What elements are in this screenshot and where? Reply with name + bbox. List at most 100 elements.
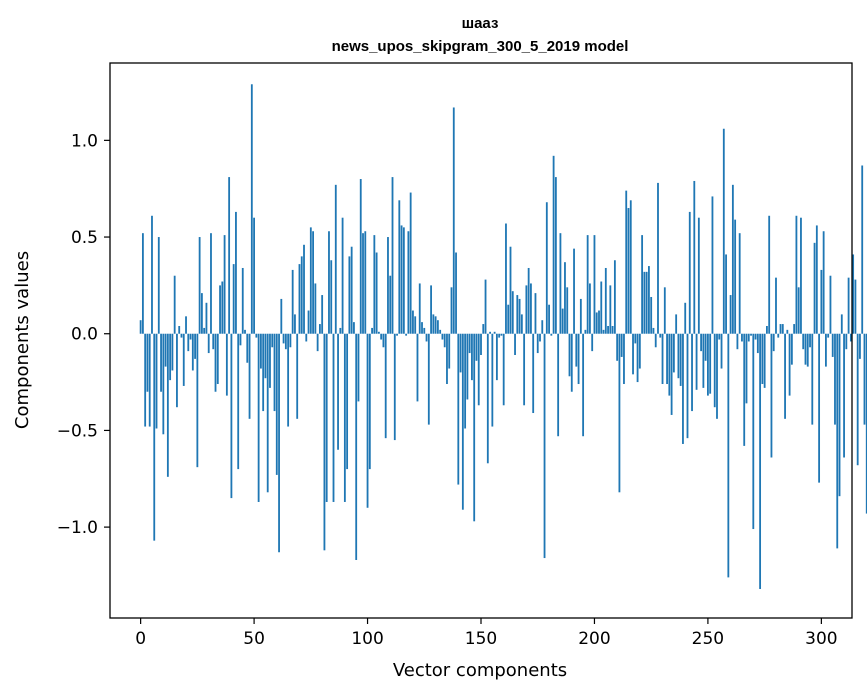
y-tick-label: 1.0 — [71, 131, 98, 151]
bar-305 — [831, 333, 834, 357]
bar-307 — [836, 333, 839, 549]
bar-81 — [323, 333, 326, 551]
bars-group — [139, 84, 867, 589]
bar-304 — [829, 275, 832, 334]
bar-269 — [750, 333, 752, 336]
bar-178 — [543, 333, 546, 559]
bar-135 — [446, 333, 448, 385]
bar-83 — [328, 231, 330, 334]
bar-238 — [679, 333, 682, 386]
bar-66 — [289, 333, 292, 348]
bar-230 — [661, 333, 664, 385]
bar-224 — [648, 266, 650, 334]
bar-98 — [362, 233, 364, 334]
bar-32 — [212, 333, 215, 350]
bar-0 — [139, 320, 142, 334]
bar-146 — [471, 333, 473, 381]
y-axis-ticks: −1.0 −0.5 0.0 0.5 1.0 — [57, 131, 110, 538]
bar-193 — [577, 333, 580, 385]
bar-250 — [707, 333, 709, 396]
y-axis-label: Components values — [12, 251, 33, 429]
bar-72 — [303, 244, 305, 334]
bar-67 — [291, 269, 294, 334]
bar-88 — [339, 327, 342, 334]
bar-14 — [171, 333, 174, 371]
bar-101 — [368, 333, 371, 470]
x-tick-label: 300 — [805, 629, 837, 649]
bar-12 — [166, 333, 169, 477]
bar-192 — [575, 333, 578, 367]
bar-319 — [863, 333, 866, 425]
bar-133 — [441, 333, 444, 340]
bar-242 — [688, 211, 691, 334]
bar-78 — [316, 333, 319, 352]
bar-190 — [570, 333, 573, 392]
bar-68 — [294, 314, 296, 334]
bar-54 — [262, 333, 265, 412]
bar-73 — [305, 333, 308, 342]
bar-210 — [616, 333, 619, 361]
bar-57 — [269, 333, 271, 388]
bar-69 — [296, 333, 299, 419]
bar-127 — [427, 333, 430, 425]
bar-221 — [641, 235, 644, 334]
x-tick-label: 150 — [465, 629, 497, 649]
bar-278 — [770, 333, 773, 458]
bar-203 — [600, 281, 603, 334]
bar-234 — [670, 333, 673, 415]
bar-2 — [144, 333, 147, 427]
bar-86 — [334, 184, 337, 334]
bar-143 — [464, 333, 467, 429]
bar-302 — [825, 333, 827, 367]
bar-134 — [443, 333, 446, 348]
bar-257 — [722, 128, 725, 334]
bar-184 — [557, 333, 560, 437]
bar-129 — [432, 314, 435, 334]
bar-277 — [768, 215, 771, 334]
bar-30 — [207, 333, 210, 354]
bar-49 — [250, 84, 253, 334]
bar-209 — [613, 260, 616, 334]
y-tick-label: −1.0 — [57, 518, 98, 538]
bar-126 — [425, 333, 428, 342]
bar-315 — [854, 279, 857, 334]
bar-115 — [400, 225, 403, 334]
bar-21 — [187, 333, 190, 352]
bar-256 — [720, 333, 723, 369]
bar-59 — [273, 333, 276, 412]
bar-320 — [865, 333, 867, 514]
bar-148 — [475, 333, 478, 361]
bar-284 — [784, 333, 786, 419]
bar-61 — [278, 333, 280, 553]
bar-280 — [775, 277, 777, 334]
bar-156 — [493, 331, 496, 334]
bar-52 — [257, 333, 260, 502]
bar-4 — [148, 333, 151, 427]
bar-264 — [738, 233, 741, 334]
bar-162 — [507, 304, 510, 334]
bar-120 — [412, 310, 414, 334]
bar-113 — [396, 333, 398, 336]
bar-213 — [623, 333, 625, 385]
bar-7 — [155, 333, 158, 429]
bar-19 — [182, 333, 185, 386]
bar-297 — [813, 242, 816, 334]
bar-262 — [734, 219, 737, 334]
bar-71 — [300, 256, 303, 334]
bar-175 — [536, 333, 539, 354]
bar-3 — [146, 333, 149, 392]
bar-63 — [282, 333, 285, 344]
bar-17 — [178, 326, 181, 334]
x-tick-label: 50 — [243, 629, 265, 649]
bar-263 — [736, 333, 739, 350]
bar-79 — [318, 324, 321, 334]
bar-166 — [516, 295, 519, 334]
bar-306 — [834, 333, 836, 425]
bar-177 — [541, 320, 544, 334]
bar-130 — [434, 316, 437, 334]
bar-285 — [786, 329, 789, 334]
bar-139 — [455, 252, 457, 334]
bar-44 — [239, 333, 242, 346]
bar-104 — [375, 252, 378, 334]
bar-216 — [629, 200, 632, 334]
